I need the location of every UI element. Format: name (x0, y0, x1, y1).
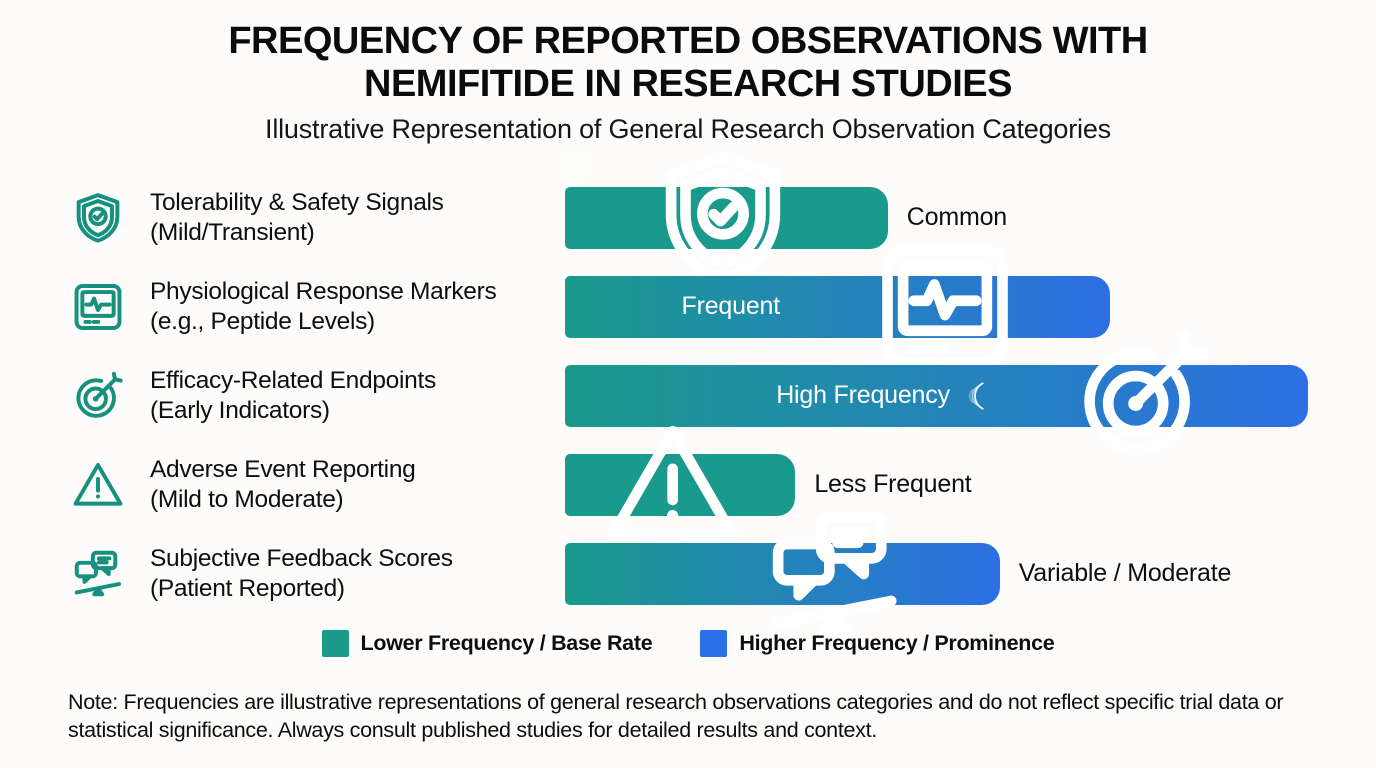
frequency-value-label: Frequent (681, 292, 781, 320)
chart-row-subjective-feedback: Subjective Feedback Scores (Patient Repor… (0, 529, 1376, 618)
category-label-line1: Tolerability & Safety Signals (150, 188, 444, 216)
bar-track: Frequent (565, 276, 1376, 338)
category-label-line2: (Patient Reported) (150, 574, 345, 602)
bar-track: High Frequency (565, 365, 1376, 427)
chart-row-tolerability: Tolerability & Safety Signals (Mild/Trans… (0, 173, 1376, 262)
bar-track: Common (565, 187, 1376, 249)
page-subtitle: Illustrative Representation of General R… (265, 114, 1111, 145)
legend-swatch-teal (321, 630, 349, 657)
header: FREQUENCY OF REPORTED OBSERVATIONS WITH … (0, 0, 1376, 145)
chart-row-efficacy: Efficacy-Related Endpoints (Early Indicat… (0, 351, 1376, 440)
legend-label: Higher Frequency / Prominence (739, 631, 1055, 655)
feedback-balance-icon (70, 546, 126, 602)
category-label-line1: Physiological Response Markers (150, 277, 497, 305)
legend-item-lower-frequency: Lower Frequency / Base Rate (321, 630, 653, 657)
category-label: Efficacy-Related Endpoints (Early Indicat… (150, 366, 560, 426)
page-title: FREQUENCY OF REPORTED OBSERVATIONS WITH … (228, 20, 1148, 105)
frequency-value-label: Variable / Moderate (1018, 559, 1232, 587)
disclaimer-note: Note: Frequencies are illustrative repre… (68, 690, 1284, 742)
category-label-line1: Adverse Event Reporting (150, 455, 416, 483)
category-label-line2: (e.g., Peptide Levels) (150, 307, 375, 335)
legend-swatch-blue (700, 630, 728, 657)
bar-icon-group (685, 499, 985, 649)
frequency-value-label: Less Frequent (814, 470, 972, 498)
legend-label: Lower Frequency / Base Rate (360, 631, 653, 655)
target-dart-icon (70, 368, 126, 424)
frequency-bar-tolerability (565, 187, 888, 249)
bar-track: Variable / Moderate (565, 543, 1376, 605)
feedback-balance-icon-white (685, 499, 985, 649)
category-label-line2: (Mild/Transient) (150, 218, 315, 246)
vitals-monitor-icon (70, 279, 126, 335)
category-label: Subjective Feedback Scores (Patient Repor… (150, 544, 560, 604)
warning-triangle-icon (70, 457, 126, 513)
category-label-line2: (Mild to Moderate) (150, 485, 344, 513)
frequency-bar-adverse-events (565, 454, 796, 516)
frequency-value-label: High Frequency (776, 381, 950, 409)
chart-rows: Tolerability & Safety Signals (Mild/Trans… (0, 173, 1376, 618)
radiating-arcs-icon (965, 377, 987, 415)
category-label-line2: (Early Indicators) (150, 396, 330, 424)
category-label-line1: Efficacy-Related Endpoints (150, 366, 436, 394)
frequency-bar-subjective-feedback (565, 543, 1000, 605)
category-label: Tolerability & Safety Signals (Mild/Trans… (150, 188, 560, 248)
chart-row-adverse-events: Adverse Event Reporting (Mild to Moderate… (0, 440, 1376, 529)
shield-check-icon (70, 190, 126, 246)
legend-item-higher-frequency: Higher Frequency / Prominence (700, 630, 1055, 657)
legend: Lower Frequency / Base Rate Higher Frequ… (0, 630, 1376, 657)
frequency-bar-physiological: Frequent (565, 276, 1110, 338)
shield-check-echo-icon (553, 147, 595, 189)
category-label: Physiological Response Markers (e.g., Pep… (150, 277, 560, 337)
bar-track: Less Frequent (565, 454, 1376, 516)
frequency-bar-efficacy: High Frequency (565, 365, 1308, 427)
chart-row-physiological: Physiological Response Markers (e.g., Pep… (0, 262, 1376, 351)
frequency-value-label: Common (906, 203, 1007, 231)
category-label-line1: Subjective Feedback Scores (150, 544, 453, 572)
category-label: Adverse Event Reporting (Mild to Moderate… (150, 455, 560, 515)
